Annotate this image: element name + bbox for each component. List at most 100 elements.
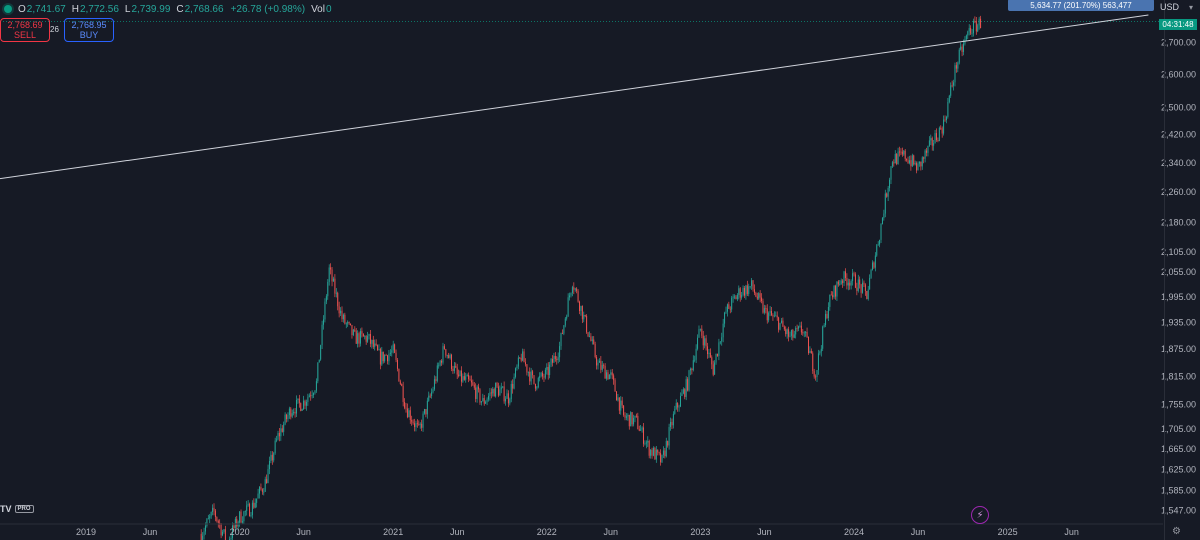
candle-body bbox=[387, 355, 389, 362]
candle-body bbox=[350, 323, 352, 325]
candle-body bbox=[362, 333, 364, 337]
candle-body bbox=[428, 395, 430, 401]
candle-body bbox=[691, 368, 693, 371]
candle-body bbox=[625, 416, 627, 418]
candle-body bbox=[965, 35, 967, 40]
candle-body bbox=[783, 326, 785, 330]
candle-body bbox=[749, 286, 751, 287]
candle-body bbox=[675, 402, 677, 409]
candle-body bbox=[633, 417, 635, 425]
candle-body bbox=[688, 370, 690, 391]
candle-body bbox=[374, 343, 376, 347]
candle-body bbox=[762, 301, 764, 313]
candle-body bbox=[908, 160, 910, 164]
candle-body bbox=[657, 449, 659, 453]
candle-body bbox=[384, 354, 386, 362]
candle-body bbox=[244, 510, 246, 512]
candle-body bbox=[574, 288, 576, 290]
candle-body bbox=[527, 372, 529, 373]
candle-body bbox=[594, 343, 596, 358]
candle-body bbox=[206, 519, 208, 526]
candle-body bbox=[833, 285, 835, 298]
candle-body bbox=[301, 409, 303, 411]
candle-body bbox=[752, 280, 754, 290]
y-tick-label: 1,995.00 bbox=[1161, 292, 1196, 302]
sell-button[interactable]: 2,768.69 SELL bbox=[0, 18, 50, 42]
x-tick-label: 2022 bbox=[537, 527, 557, 537]
candle-body bbox=[970, 28, 972, 34]
candle-body bbox=[586, 315, 588, 333]
candle-body bbox=[300, 403, 302, 411]
candle-body bbox=[664, 450, 666, 457]
y-tick-label: 1,815.00 bbox=[1161, 371, 1196, 381]
lightning-icon[interactable]: ⚡ bbox=[971, 506, 989, 524]
candle-body bbox=[941, 128, 943, 134]
candle-body bbox=[598, 360, 600, 363]
candle-body bbox=[539, 375, 541, 378]
candle-body bbox=[776, 315, 778, 318]
candle-body bbox=[734, 296, 736, 298]
candle-body bbox=[944, 119, 946, 121]
candle-body bbox=[853, 273, 855, 275]
candle-body bbox=[342, 314, 344, 320]
candle-body bbox=[330, 267, 332, 270]
candle-body bbox=[379, 349, 381, 365]
candle-body bbox=[722, 323, 724, 338]
candle-body bbox=[648, 441, 650, 456]
candle-body bbox=[880, 223, 882, 240]
candle-body bbox=[840, 280, 842, 285]
price-scale[interactable] bbox=[1164, 0, 1200, 540]
y-tick-label: 2,420.00 bbox=[1161, 130, 1196, 140]
candle-body bbox=[780, 320, 782, 323]
candle-body bbox=[411, 420, 413, 422]
candle-body bbox=[678, 406, 680, 408]
candle-body bbox=[544, 369, 546, 378]
candle-body bbox=[967, 31, 969, 36]
candle-body bbox=[583, 315, 585, 320]
sell-price: 2,768.69 bbox=[7, 20, 43, 30]
candle-body bbox=[486, 399, 488, 402]
candle-body bbox=[945, 116, 947, 121]
candle-body bbox=[860, 284, 862, 293]
candle-body bbox=[327, 281, 329, 297]
candle-body bbox=[667, 441, 669, 446]
candle-body bbox=[934, 133, 936, 144]
tradingview-logo[interactable]: TV PRO bbox=[0, 503, 34, 515]
x-tick-label: Jun bbox=[450, 527, 465, 537]
candle-body bbox=[392, 344, 394, 351]
candle-body bbox=[957, 62, 959, 69]
currency-selector[interactable]: USD ▾ bbox=[1160, 2, 1193, 12]
high-label: H bbox=[71, 3, 79, 15]
candle-body bbox=[938, 127, 940, 142]
candle-body bbox=[505, 398, 507, 402]
candle-body bbox=[304, 400, 306, 406]
candle-body bbox=[203, 531, 205, 536]
gear-icon[interactable]: ⚙ bbox=[1172, 526, 1181, 537]
candle-body bbox=[661, 454, 663, 463]
buy-button[interactable]: 2,768.95 BUY bbox=[64, 18, 114, 42]
candle-body bbox=[421, 423, 423, 428]
candle-body bbox=[345, 323, 347, 325]
candle-body bbox=[857, 279, 859, 291]
candle-body bbox=[509, 399, 511, 404]
candle-body bbox=[705, 338, 707, 347]
candle-body bbox=[894, 153, 896, 164]
candle-body bbox=[652, 448, 654, 456]
candle-body bbox=[452, 368, 454, 371]
candle-body bbox=[937, 140, 939, 142]
candle-body bbox=[911, 155, 913, 167]
candle-body bbox=[903, 150, 905, 155]
candle-body bbox=[317, 362, 319, 382]
candle-body bbox=[658, 452, 660, 454]
candle-body bbox=[745, 285, 747, 296]
close-label: C bbox=[176, 3, 184, 15]
candle-body bbox=[395, 352, 397, 360]
candle-body bbox=[399, 381, 401, 385]
candle-body bbox=[729, 308, 731, 310]
y-tick-label: 1,705.00 bbox=[1161, 424, 1196, 434]
candle-body bbox=[445, 349, 447, 356]
candle-body bbox=[241, 521, 243, 523]
candle-body bbox=[870, 269, 872, 278]
